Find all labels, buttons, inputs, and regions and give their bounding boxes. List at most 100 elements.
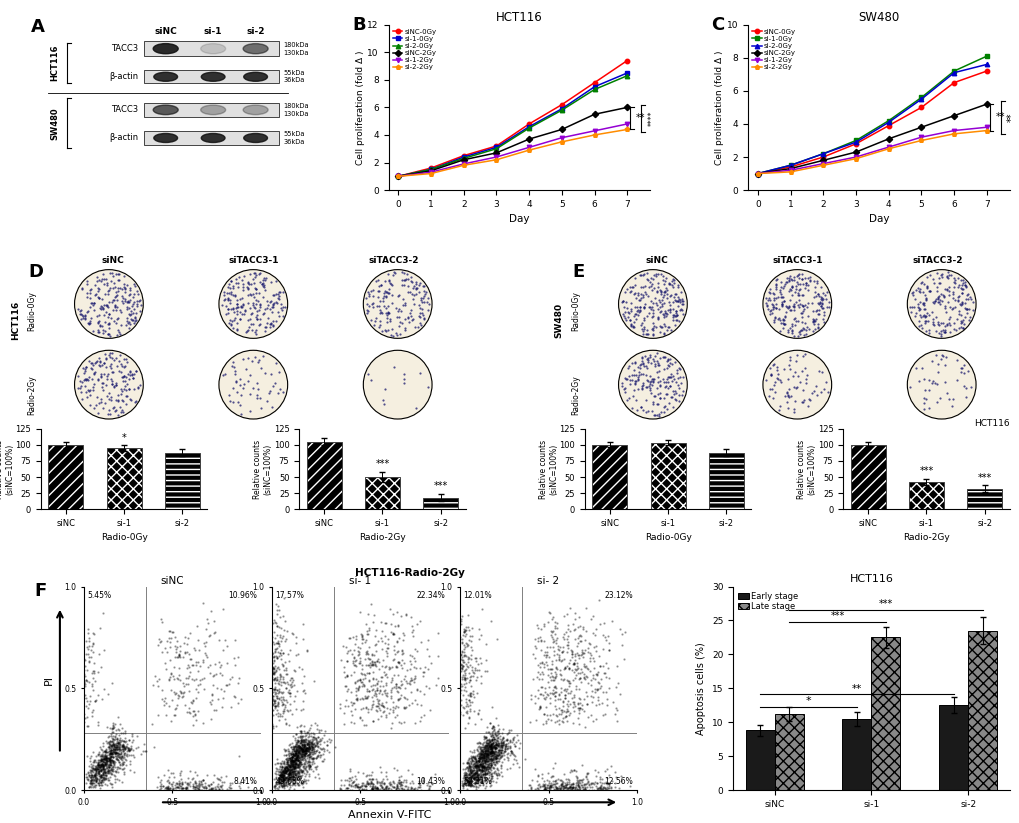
Point xyxy=(474,750,490,763)
Point xyxy=(378,765,394,779)
Point xyxy=(96,750,112,763)
Point xyxy=(482,737,498,751)
Point xyxy=(219,302,235,315)
Point xyxy=(85,706,101,719)
Point xyxy=(321,732,337,745)
Point xyxy=(458,695,474,709)
Point xyxy=(280,764,297,777)
Point xyxy=(187,777,204,790)
Point xyxy=(664,295,681,309)
X-axis label: Day: Day xyxy=(508,214,529,225)
Point xyxy=(297,732,313,745)
Point xyxy=(286,754,303,767)
Point xyxy=(281,762,298,775)
Y-axis label: Cell proliferation (fold Δ ): Cell proliferation (fold Δ ) xyxy=(714,50,723,165)
Point xyxy=(310,731,326,744)
Point xyxy=(929,295,946,308)
si-1-2Gy xyxy=(555,133,568,142)
Point xyxy=(479,737,495,750)
Point xyxy=(647,269,663,282)
Point xyxy=(121,369,138,382)
Point xyxy=(274,760,290,773)
Point xyxy=(542,663,558,676)
Point xyxy=(571,782,587,795)
Point xyxy=(462,776,478,789)
Point xyxy=(459,772,475,785)
Point xyxy=(553,777,570,790)
Point xyxy=(239,296,256,309)
Point xyxy=(73,304,90,317)
Point xyxy=(483,750,499,763)
Point xyxy=(475,739,491,752)
Point xyxy=(291,755,308,768)
Point xyxy=(108,403,124,416)
Point xyxy=(765,311,782,324)
Point xyxy=(464,643,480,656)
Point xyxy=(554,628,571,641)
Point xyxy=(165,625,181,639)
Point xyxy=(161,783,177,796)
Point xyxy=(95,761,111,774)
Point xyxy=(528,671,544,684)
Point xyxy=(475,748,491,761)
Point xyxy=(184,672,201,685)
Point xyxy=(79,317,96,330)
Point xyxy=(796,347,812,360)
Point xyxy=(783,281,799,294)
Point xyxy=(661,370,678,384)
Point xyxy=(459,760,475,774)
Point xyxy=(96,683,112,696)
Point xyxy=(810,303,826,316)
Point xyxy=(669,281,686,294)
Point xyxy=(120,743,137,756)
Point xyxy=(458,772,474,785)
Point xyxy=(114,751,130,764)
Point xyxy=(198,780,214,793)
Point xyxy=(464,621,480,634)
Point xyxy=(292,750,309,763)
Point xyxy=(271,671,287,684)
Point xyxy=(782,353,798,366)
Point xyxy=(95,760,111,773)
Point xyxy=(649,267,665,281)
Point xyxy=(291,748,308,761)
Point xyxy=(196,781,212,794)
Point xyxy=(459,660,475,673)
Point xyxy=(85,636,101,649)
Point xyxy=(474,741,490,754)
Point xyxy=(288,749,305,762)
Point xyxy=(472,757,488,770)
Point xyxy=(110,738,126,751)
Point xyxy=(274,755,290,768)
Point xyxy=(556,782,573,795)
Point xyxy=(795,300,811,313)
Point xyxy=(267,772,283,785)
Point xyxy=(536,781,552,794)
Point xyxy=(473,737,489,751)
Point xyxy=(536,645,552,658)
Point xyxy=(79,647,96,660)
Point xyxy=(588,667,604,681)
Point xyxy=(85,645,101,658)
Point xyxy=(570,682,586,695)
Point xyxy=(789,277,805,291)
Point xyxy=(112,741,128,754)
Point xyxy=(103,676,119,689)
Point xyxy=(479,746,495,760)
Point xyxy=(365,609,381,622)
Point xyxy=(564,664,580,677)
Point xyxy=(457,763,473,776)
Point xyxy=(468,761,484,774)
Point xyxy=(305,730,321,743)
Point xyxy=(639,354,655,367)
Point xyxy=(271,775,287,788)
Point xyxy=(644,398,660,411)
Point xyxy=(279,772,296,785)
Point xyxy=(652,320,668,333)
Point xyxy=(468,758,484,771)
Point xyxy=(645,319,661,332)
Point xyxy=(220,678,236,691)
Point xyxy=(97,757,113,770)
Point xyxy=(238,324,255,337)
Point xyxy=(564,691,580,704)
